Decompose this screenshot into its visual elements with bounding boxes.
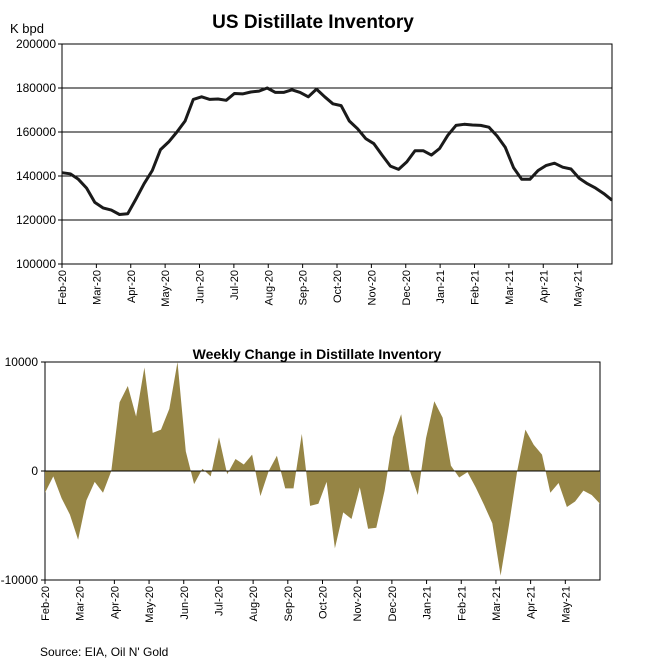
- x-tick-label: Jul-20: [229, 270, 241, 300]
- x-tick-label: Nov-20: [352, 586, 364, 621]
- x-tick-label: Feb-21: [470, 270, 482, 305]
- x-tick-label: Aug-20: [263, 270, 275, 305]
- x-tick-label: Aug-20: [248, 586, 260, 621]
- x-tick-label: Mar-20: [91, 270, 103, 305]
- x-tick-label: Jan-21: [422, 586, 434, 620]
- y-axis-ticks: -10000 0 10000: [1, 355, 45, 587]
- x-tick-label: Nov-20: [366, 270, 378, 305]
- x-tick-label: Oct-20: [318, 586, 330, 619]
- x-tick-label: May-21: [560, 586, 572, 623]
- x-tick-label: May-20: [160, 270, 172, 307]
- x-tick-label: Apr-20: [126, 270, 138, 303]
- x-tick-label: Jul-20: [213, 586, 225, 616]
- y-tick-label: 200000: [16, 37, 56, 51]
- x-tick-label: Dec-20: [387, 586, 399, 621]
- gridlines: [62, 87, 612, 221]
- weekly-change-area: [45, 362, 600, 576]
- x-tick-label: Apr-21: [526, 586, 538, 619]
- y-tick-label: 10000: [5, 355, 39, 369]
- inventory-line: [61, 86, 613, 216]
- y-tick-label: -10000: [1, 573, 39, 587]
- plot-frame: [61, 43, 613, 265]
- x-tick-label: Jun-20: [179, 586, 191, 620]
- y-tick-label: 140000: [16, 169, 56, 183]
- x-tick-label: Feb-20: [40, 586, 52, 621]
- x-tick-label: Jan-21: [435, 270, 447, 304]
- x-tick-label: Sep-20: [283, 586, 295, 621]
- x-tick-label: Feb-20: [57, 270, 69, 305]
- inventory-chart-title: US Distillate Inventory: [212, 12, 414, 33]
- y-axis-unit-label: K bpd: [10, 21, 44, 36]
- y-tick-label: 120000: [16, 213, 56, 227]
- x-tick-label: Mar-20: [75, 586, 87, 621]
- x-tick-label: Jun-20: [195, 270, 207, 304]
- x-tick-label: Apr-21: [538, 270, 550, 303]
- x-tick-label: Apr-20: [109, 586, 121, 619]
- y-tick-label: 0: [31, 464, 38, 478]
- y-tick-label: 160000: [16, 125, 56, 139]
- weekly-change-chart: Weekly Change in Distillate Inventory -1…: [1, 346, 601, 623]
- x-tick-label: Dec-20: [401, 270, 413, 305]
- x-tick-label: Sep-20: [298, 270, 310, 305]
- y-tick-label: 100000: [16, 257, 56, 271]
- x-axis-ticks: Feb-20 Mar-20 Apr-20 May-20 Jun-20 Jul-20 Aug-…: [57, 264, 585, 307]
- x-tick-label: Mar-21: [491, 586, 503, 621]
- x-axis-ticks: Feb-20 Mar-20 Apr-20 May-20 Jun-20 Jul-20 Aug-…: [40, 580, 572, 623]
- x-tick-label: May-20: [144, 586, 156, 623]
- x-tick-label: Feb-21: [456, 586, 468, 621]
- y-tick-label: 180000: [16, 81, 56, 95]
- inventory-chart: US Distillate Inventory K bpd 100000 1200…: [10, 12, 613, 307]
- x-tick-label: Mar-21: [504, 270, 516, 305]
- source-note: Source: EIA, Oil N' Gold: [40, 645, 168, 659]
- weekly-change-chart-title: Weekly Change in Distillate Inventory: [193, 346, 442, 362]
- x-tick-label: Oct-20: [332, 270, 344, 303]
- y-axis-ticks: 100000 120000 140000 160000 180000 200000: [16, 37, 62, 271]
- x-tick-label: May-21: [573, 270, 585, 307]
